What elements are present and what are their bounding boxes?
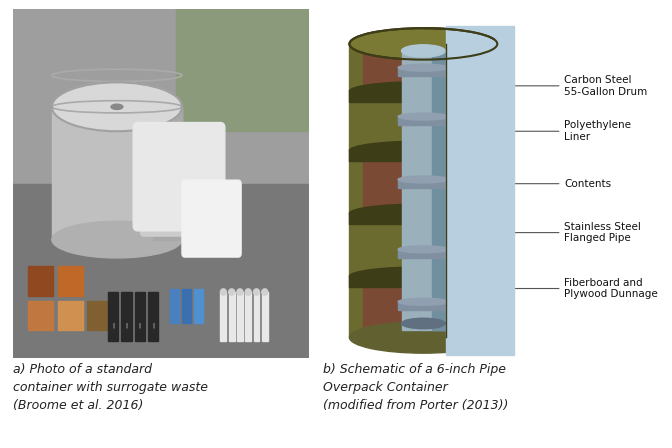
FancyBboxPatch shape (140, 201, 223, 236)
Text: |: | (138, 323, 140, 328)
Bar (108, 292, 118, 341)
Ellipse shape (52, 221, 182, 258)
Ellipse shape (349, 204, 497, 223)
Text: a) Photo of a standard
container with surrogate waste
(Broome et al. 2016): a) Photo of a standard container with su… (13, 363, 208, 412)
Bar (363, 100, 484, 152)
Bar (52, 107, 182, 240)
Bar (13, 9, 309, 184)
Ellipse shape (220, 289, 226, 295)
Bar (349, 91, 497, 102)
Bar (398, 116, 448, 125)
Ellipse shape (253, 289, 259, 295)
Bar (363, 159, 484, 219)
Text: Polyethylene
Liner: Polyethylene Liner (455, 121, 632, 142)
Bar (28, 266, 53, 296)
Ellipse shape (398, 64, 449, 71)
Bar (349, 276, 497, 287)
Ellipse shape (349, 82, 497, 100)
Text: |: | (152, 323, 154, 328)
Bar (349, 151, 497, 161)
Bar (363, 285, 484, 334)
Bar (220, 292, 226, 341)
Text: |: | (112, 323, 114, 328)
Ellipse shape (349, 141, 497, 160)
Bar (134, 292, 145, 341)
Bar (237, 292, 243, 341)
Bar (253, 292, 259, 341)
Bar (398, 250, 448, 258)
Ellipse shape (245, 289, 251, 295)
Ellipse shape (111, 104, 123, 109)
Bar (122, 292, 132, 341)
FancyBboxPatch shape (133, 122, 225, 231)
Ellipse shape (349, 267, 497, 286)
Bar (58, 266, 83, 296)
Bar (228, 292, 235, 341)
Text: b) Schematic of a 6-inch Pipe
Overpack Container
(modified from Porter (2013)): b) Schematic of a 6-inch Pipe Overpack C… (323, 363, 508, 412)
Bar (176, 9, 309, 131)
Text: Carbon Steel
55-Gallon Drum: Carbon Steel 55-Gallon Drum (455, 75, 648, 97)
Bar (148, 292, 159, 341)
Bar (262, 292, 267, 341)
Text: Fiberboard and
Plywood Dunnage: Fiberboard and Plywood Dunnage (455, 278, 659, 299)
Bar (398, 180, 448, 188)
Polygon shape (446, 26, 514, 355)
FancyBboxPatch shape (182, 180, 241, 257)
Bar (363, 222, 484, 281)
Bar (398, 302, 448, 310)
Ellipse shape (398, 298, 449, 305)
Bar (401, 51, 445, 331)
Ellipse shape (237, 289, 243, 295)
Ellipse shape (402, 318, 445, 329)
Ellipse shape (398, 113, 449, 120)
Bar (245, 292, 251, 341)
Bar (170, 289, 179, 323)
Ellipse shape (402, 45, 445, 57)
Bar (28, 301, 53, 331)
Bar (349, 44, 497, 337)
Bar (194, 289, 203, 323)
Bar (58, 301, 83, 331)
Bar (153, 107, 182, 240)
Text: Contents: Contents (455, 179, 612, 189)
Bar (182, 289, 191, 323)
Ellipse shape (262, 289, 267, 295)
Text: |: | (126, 323, 128, 328)
Bar (349, 213, 497, 224)
Ellipse shape (349, 322, 497, 353)
Ellipse shape (228, 289, 235, 295)
Text: Stainless Steel
Flanged Pipe: Stainless Steel Flanged Pipe (455, 222, 641, 243)
Ellipse shape (398, 246, 449, 253)
Bar (87, 301, 112, 331)
Ellipse shape (349, 28, 497, 60)
Bar (13, 184, 309, 358)
Bar (363, 47, 484, 93)
Bar (432, 51, 445, 331)
Ellipse shape (398, 176, 449, 183)
Ellipse shape (52, 82, 182, 131)
Bar (398, 68, 448, 76)
